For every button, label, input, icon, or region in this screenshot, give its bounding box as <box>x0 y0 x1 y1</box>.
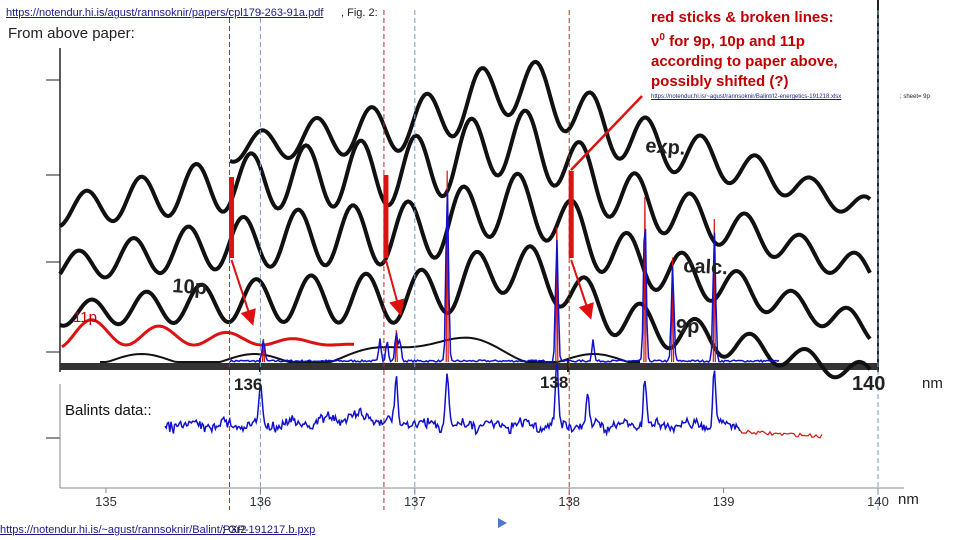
annotation-text: red sticks & broken lines: ν0 for 9p, 10… <box>651 8 881 92</box>
annotation-line-2: ν0 for 9p, 10p and 11p <box>651 28 881 52</box>
x-tick-label-135: 135 <box>95 494 117 509</box>
top-tick-140: 140 <box>852 373 885 395</box>
pxp-file-link[interactable]: https://notendur.hi.is/~agust/rannsoknir… <box>0 524 316 536</box>
upper-red-spectrum <box>261 170 716 363</box>
scan-label-9p: 9p <box>676 316 699 338</box>
balint-data-series <box>164 363 741 437</box>
play-icon[interactable] <box>498 518 507 528</box>
scan-curve-calc <box>58 108 872 275</box>
nu-symbol: ν <box>651 33 660 50</box>
source-paper-link[interactable]: https://notendur.hi.is/agust/rannsoknir/… <box>6 7 324 19</box>
annotation-line-1: red sticks & broken lines: <box>651 9 834 26</box>
nu0-arrow <box>570 259 594 320</box>
nu0-arrow <box>230 259 256 326</box>
energetics-sheet-link[interactable]: https://notendur.hi.is/~agust/rannsoknir… <box>651 94 842 100</box>
scan-label-exp: exp. <box>645 135 686 160</box>
top-tick-136: 136 <box>234 375 262 394</box>
annotation-line-2-rest: for 9p, 10p and 11p <box>664 33 805 50</box>
nu0-arrow <box>384 259 405 316</box>
x-axis <box>59 384 904 489</box>
scan-curve-9p <box>59 244 872 380</box>
balint-data-tail <box>739 429 823 439</box>
annotation-line-3: according to paper above, <box>651 53 838 70</box>
x-tick-label-139: 139 <box>713 494 735 509</box>
bottom-axis-unit: nm <box>898 491 919 508</box>
top-tick-138: 138 <box>540 373 568 392</box>
graph-note: ; Gr2 <box>222 524 247 536</box>
balints-data-label: Balints data:: <box>65 402 152 419</box>
annotation-line-4: possibly shifted (?) <box>651 73 789 90</box>
label-11p: 11p <box>73 309 97 326</box>
x-tick-label-137: 137 <box>404 494 426 509</box>
from-above-label: From above paper: <box>8 25 135 42</box>
x-tick-label-136: 136 <box>250 494 272 509</box>
curve-11p <box>61 318 355 349</box>
upper-blue-spectrum <box>229 190 780 364</box>
x-tick-label-140: 140 <box>867 494 889 509</box>
scan-label-calc: calc. <box>683 255 729 279</box>
annotation-pointer <box>570 95 643 171</box>
scan-curve-10p <box>58 171 872 341</box>
scan-label-10p: 10p <box>172 275 208 299</box>
nu-superscript: 0 <box>659 32 665 43</box>
sheet-note: ; sheet= 9p <box>900 94 930 100</box>
scan-curve-exp <box>229 59 872 214</box>
x-tick-label-138: 138 <box>558 494 580 509</box>
top-axis-unit: nm <box>922 375 943 392</box>
figure-note: , Fig. 2: <box>341 7 378 19</box>
